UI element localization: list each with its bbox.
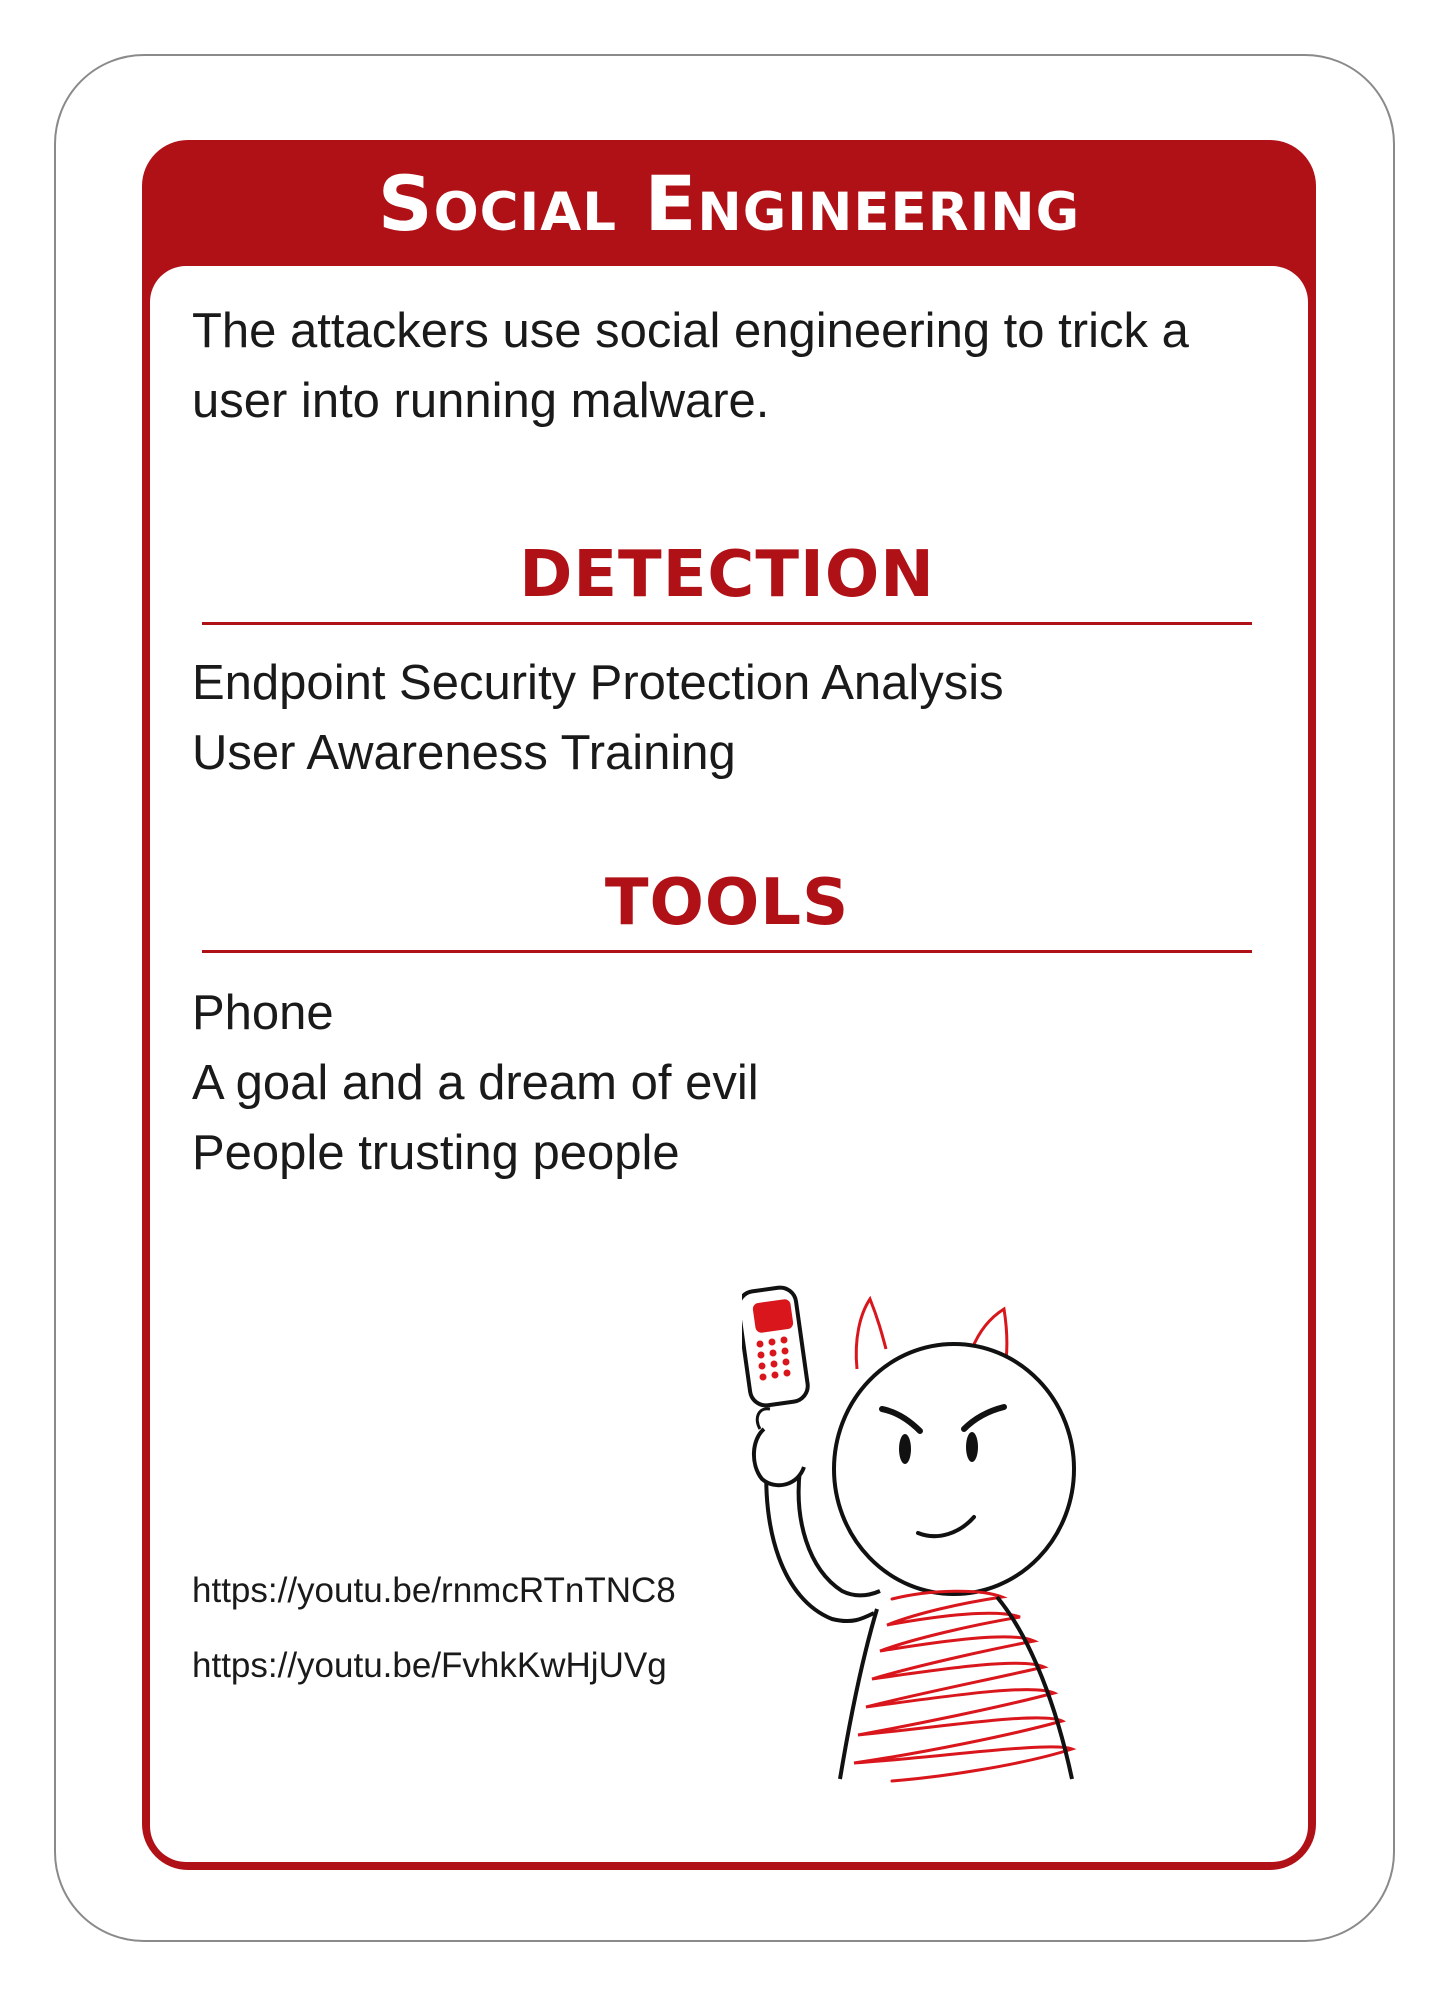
video-link[interactable]: https://youtu.be/FvhkKwHjUVg: [192, 1646, 667, 1685]
tools-divider: [202, 950, 1252, 953]
detection-list: Endpoint Security Protection Analysis Us…: [192, 648, 1252, 788]
detection-item: Endpoint Security Protection Analysis: [192, 656, 1004, 710]
card-title: Social Engineering: [377, 158, 1081, 248]
card-description: The attackers use social engineering to …: [192, 304, 1189, 428]
tools-item: People trusting people: [192, 1126, 680, 1180]
card: Social Engineering The attackers use soc…: [142, 140, 1316, 1870]
video-link[interactable]: https://youtu.be/rnmcRTnTNC8: [192, 1571, 676, 1610]
detection-divider: [202, 622, 1252, 625]
detection-heading: DETECTION: [519, 538, 935, 612]
tools-item: Phone: [192, 986, 334, 1040]
card-body: The attackers use social engineering to …: [150, 266, 1308, 1862]
tools-list: Phone A goal and a dream of evil People …: [192, 978, 1252, 1188]
tools-heading: TOOLS: [604, 866, 850, 940]
tools-item: A goal and a dream of evil: [192, 1056, 759, 1110]
detection-item: User Awareness Training: [192, 726, 736, 780]
devil-with-phone-icon: [742, 1285, 1077, 1783]
